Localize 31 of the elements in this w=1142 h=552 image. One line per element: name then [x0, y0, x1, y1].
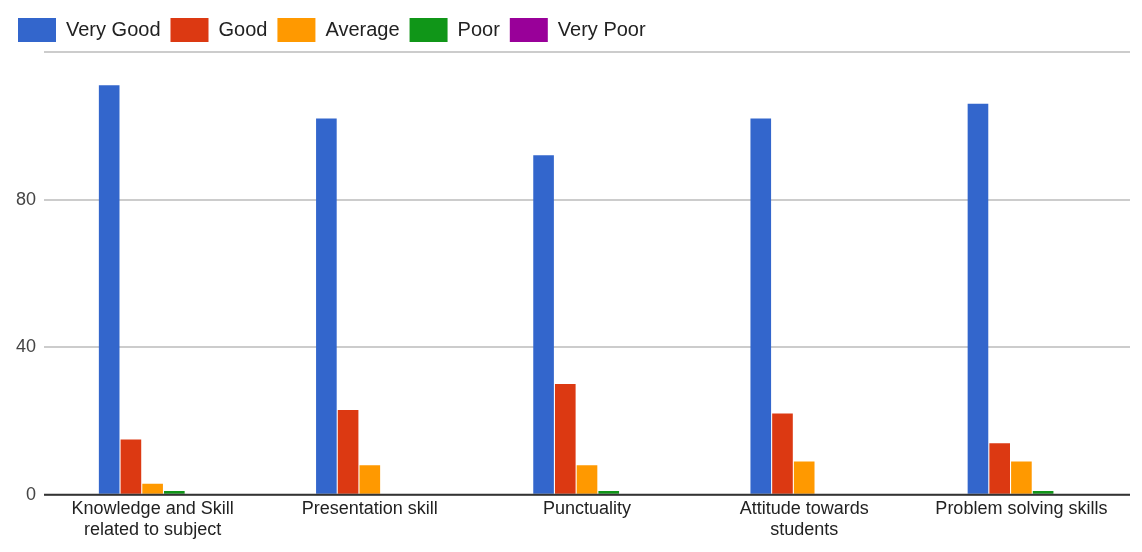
legend-label: Very Good	[66, 17, 161, 40]
bar	[142, 483, 163, 494]
bar	[164, 491, 185, 494]
bar	[120, 439, 142, 494]
y-tick-label: 0	[26, 483, 37, 504]
y-tick-label: 80	[15, 188, 37, 209]
bar	[533, 155, 554, 494]
x-tick-label: Attitude towards students	[739, 497, 869, 540]
bar	[554, 384, 576, 494]
bar	[793, 461, 815, 494]
x-tick-label: Punctuality	[542, 497, 632, 518]
x-tick-label: Knowledge and Skill related to subject	[71, 497, 234, 540]
bar	[967, 103, 989, 494]
bar	[750, 118, 772, 494]
bar	[989, 443, 1010, 494]
x-tick-label: Problem solving skills	[935, 497, 1108, 518]
legend-label: Poor	[457, 17, 501, 40]
bar	[98, 85, 120, 494]
bar	[598, 491, 620, 494]
bar	[1011, 461, 1032, 494]
bar	[359, 465, 381, 494]
bar	[337, 409, 359, 494]
y-tick-label: 40	[15, 336, 37, 357]
bar	[576, 465, 598, 494]
bar	[772, 413, 793, 494]
x-tick-label: Presentation skill	[301, 497, 438, 518]
bar	[1032, 491, 1054, 494]
bar	[316, 118, 337, 494]
legend-label: Very Poor	[557, 17, 646, 40]
legend-label: Good	[218, 17, 268, 40]
legend-label: Average	[325, 17, 400, 40]
